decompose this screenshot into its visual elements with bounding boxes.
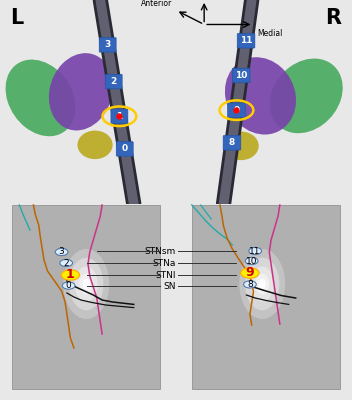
FancyBboxPatch shape	[232, 68, 250, 83]
FancyBboxPatch shape	[111, 109, 128, 124]
Text: 0: 0	[122, 144, 128, 154]
Ellipse shape	[251, 266, 274, 302]
Text: Anterior: Anterior	[141, 0, 172, 8]
Text: 8: 8	[247, 280, 253, 289]
FancyBboxPatch shape	[105, 74, 122, 89]
FancyBboxPatch shape	[228, 103, 245, 118]
Bar	[12, 205, 160, 389]
Text: 0: 0	[66, 281, 71, 290]
Text: 11: 11	[250, 246, 261, 256]
Circle shape	[61, 270, 80, 280]
FancyBboxPatch shape	[237, 34, 255, 48]
Circle shape	[55, 248, 68, 256]
Circle shape	[245, 258, 258, 265]
Text: STNl: STNl	[156, 270, 176, 280]
Text: 10: 10	[246, 256, 257, 266]
Ellipse shape	[224, 132, 259, 160]
Ellipse shape	[77, 130, 113, 159]
Ellipse shape	[239, 249, 285, 319]
Circle shape	[60, 260, 73, 266]
Text: 1: 1	[116, 112, 122, 121]
Ellipse shape	[69, 258, 103, 310]
Text: 8: 8	[229, 138, 235, 147]
Ellipse shape	[49, 53, 113, 130]
Circle shape	[62, 282, 75, 289]
FancyBboxPatch shape	[223, 136, 241, 150]
Ellipse shape	[259, 279, 266, 289]
Text: 10: 10	[235, 71, 247, 80]
FancyBboxPatch shape	[99, 38, 116, 52]
Text: STNa: STNa	[153, 259, 176, 268]
Text: STNsm: STNsm	[145, 246, 176, 256]
Text: 11: 11	[240, 36, 252, 45]
Ellipse shape	[6, 60, 75, 136]
Text: 2: 2	[111, 77, 117, 86]
Ellipse shape	[245, 258, 279, 310]
Ellipse shape	[225, 57, 296, 134]
Text: 9: 9	[246, 266, 254, 280]
Text: L: L	[11, 8, 24, 28]
FancyBboxPatch shape	[116, 142, 133, 156]
Bar	[192, 205, 340, 389]
Ellipse shape	[270, 58, 343, 133]
Ellipse shape	[63, 249, 109, 319]
Ellipse shape	[79, 274, 93, 294]
Text: 2: 2	[63, 258, 69, 268]
Ellipse shape	[83, 279, 90, 289]
Text: 9: 9	[233, 106, 240, 115]
Text: 1: 1	[66, 268, 75, 282]
Circle shape	[249, 247, 262, 254]
Circle shape	[244, 281, 256, 288]
Circle shape	[241, 268, 259, 278]
Text: Medial: Medial	[257, 28, 282, 38]
Ellipse shape	[256, 274, 269, 294]
Text: 3: 3	[59, 248, 64, 256]
Text: SN: SN	[163, 282, 176, 291]
Ellipse shape	[75, 266, 98, 302]
Text: R: R	[326, 8, 341, 28]
Text: 3: 3	[105, 40, 111, 49]
